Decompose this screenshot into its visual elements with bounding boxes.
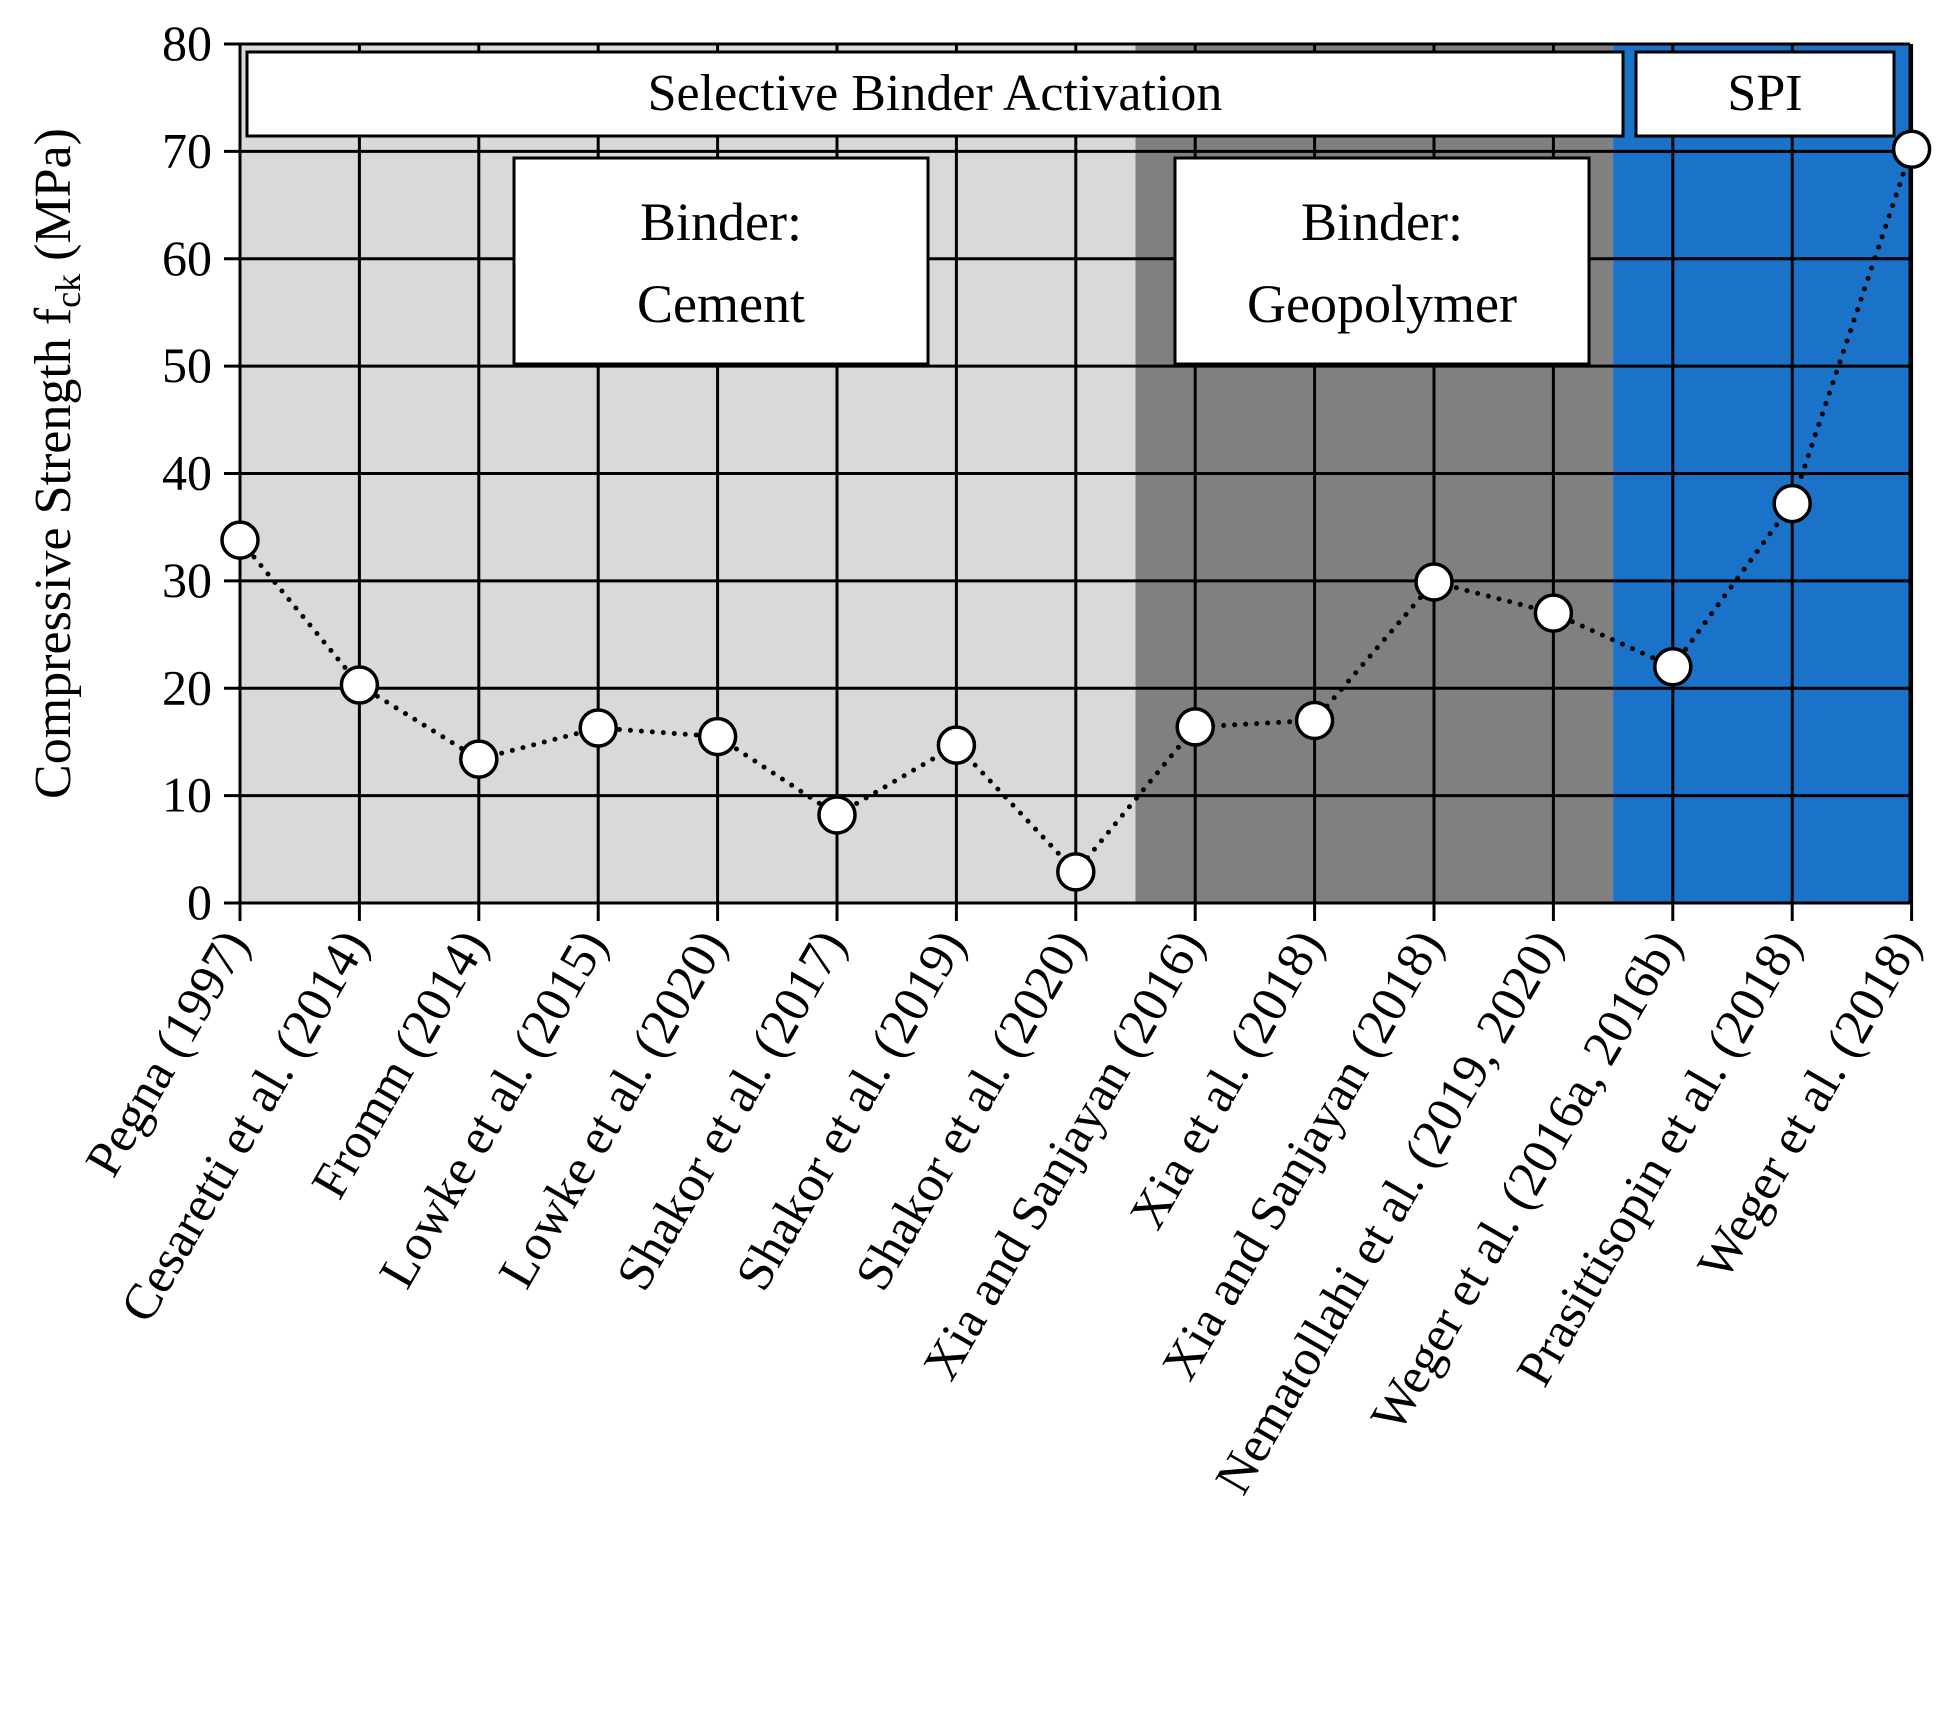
data-point — [936, 725, 977, 765]
annotation-text: Selective Binder Activation — [648, 65, 1223, 122]
x-tick-label: Weger et al. (2018) — [1687, 921, 1932, 1289]
data-point — [1056, 852, 1096, 892]
y-tick-label: 20 — [162, 659, 212, 715]
y-tick-label: 0 — [187, 874, 212, 930]
data-point — [339, 665, 380, 705]
data-point — [1891, 129, 1932, 169]
data-point — [1175, 707, 1215, 747]
y-tick-label: 40 — [162, 445, 212, 501]
y-tick-label: 80 — [162, 15, 212, 71]
y-tick-label: 60 — [162, 230, 212, 286]
data-point — [1772, 483, 1812, 524]
y-tick-label: 70 — [162, 122, 212, 178]
data-point — [220, 520, 260, 560]
annotation-boxes: Selective Binder Activation SPI Binder: Cem… — [245, 50, 1896, 366]
annotation-text: Geopolymer — [1247, 274, 1517, 334]
annotation-box — [1173, 156, 1591, 366]
annotation-text: SPI — [1727, 65, 1802, 122]
y-tick-label: 10 — [162, 767, 212, 823]
axes — [224, 42, 1914, 921]
annotation-box — [512, 156, 930, 366]
y-tick-label: 50 — [162, 337, 212, 393]
series-line — [237, 146, 1915, 876]
annotation-box — [245, 50, 1625, 138]
annotation-text: Binder: — [640, 192, 802, 252]
data-point — [578, 708, 618, 748]
annotation-text: Binder: — [1301, 192, 1463, 252]
annotation-box — [1634, 50, 1896, 138]
data-point — [697, 716, 738, 757]
gridlines — [238, 42, 1914, 905]
data-point — [1653, 647, 1693, 687]
data-point — [459, 739, 499, 779]
y-axis-title: Compressive Strength fck (MPa) — [25, 128, 88, 799]
annotation-text: Cement — [637, 274, 805, 334]
data-point — [817, 795, 857, 835]
y-tick-label: 30 — [162, 552, 212, 608]
data-point — [1294, 700, 1335, 741]
strength-series — [220, 129, 1932, 892]
data-point — [1533, 593, 1574, 633]
data-point — [1414, 562, 1454, 602]
